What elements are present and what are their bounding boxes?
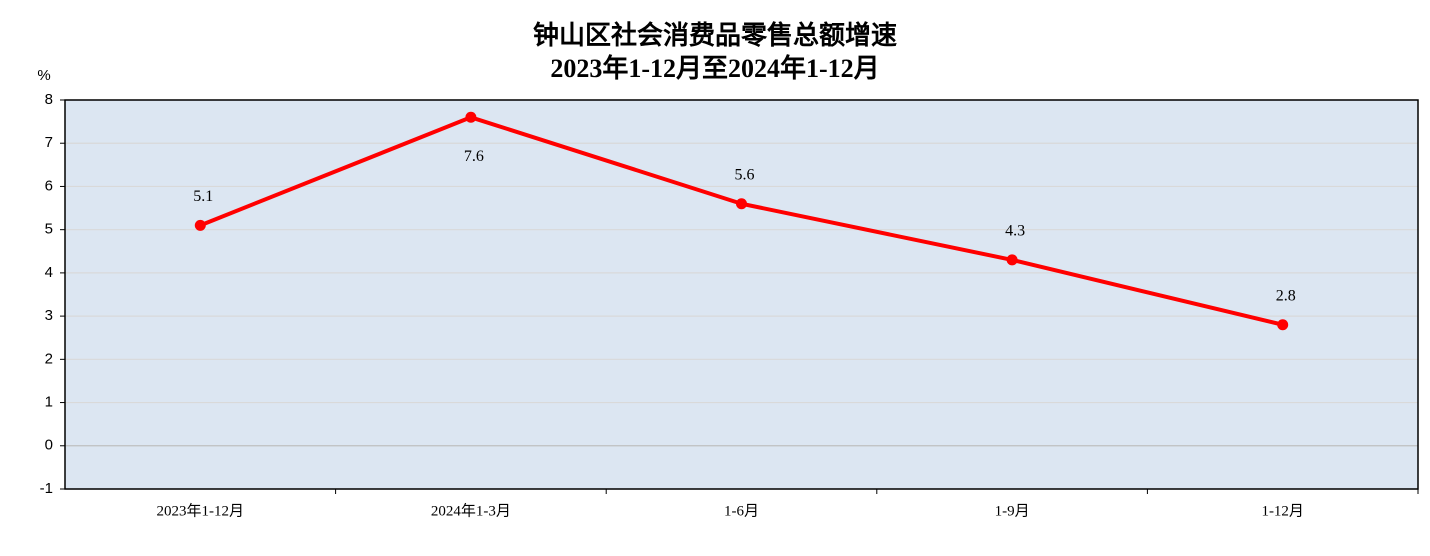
y-tick-label: 0 (45, 437, 53, 454)
value-label: 7.6 (464, 148, 484, 165)
x-tick-label: 2024年1-3月 (431, 502, 511, 519)
y-tick-label: 8 (45, 91, 53, 108)
y-tick-label: 1 (45, 394, 53, 411)
point (1006, 254, 1018, 266)
y-tick-label: 2 (45, 350, 53, 367)
x-tick-label: 2023年1-12月 (157, 502, 245, 519)
point (465, 111, 477, 123)
y-tick-label: 5 (45, 221, 53, 238)
value-label: 5.6 (735, 166, 755, 183)
y-tick-label: -1 (40, 480, 53, 497)
plot-border (64, 99, 1419, 490)
point (736, 198, 747, 210)
plot-area (65, 100, 1418, 489)
value-label: 5.1 (193, 188, 213, 205)
value-label: 4.3 (1005, 223, 1025, 240)
y-tick-label: 4 (45, 264, 53, 281)
x-tick-label: 1-6月 (724, 503, 759, 519)
y-tick-label: 6 (45, 177, 53, 194)
y-axis-label: % (37, 67, 50, 84)
chart-title: 钟山区社会消费品零售总额增速 (533, 20, 897, 50)
value-label: 2.8 (1276, 287, 1296, 304)
point (1277, 319, 1289, 331)
y-tick-label: 7 (45, 134, 53, 151)
x-tick-label: 1-9月 (995, 503, 1030, 519)
y-tick-label: 3 (45, 307, 53, 324)
chart-subtitle: 2023年1-12月至2024年1-12月 (550, 53, 879, 83)
x-tick-label: 1-12月 (1261, 503, 1304, 519)
point (194, 219, 206, 231)
